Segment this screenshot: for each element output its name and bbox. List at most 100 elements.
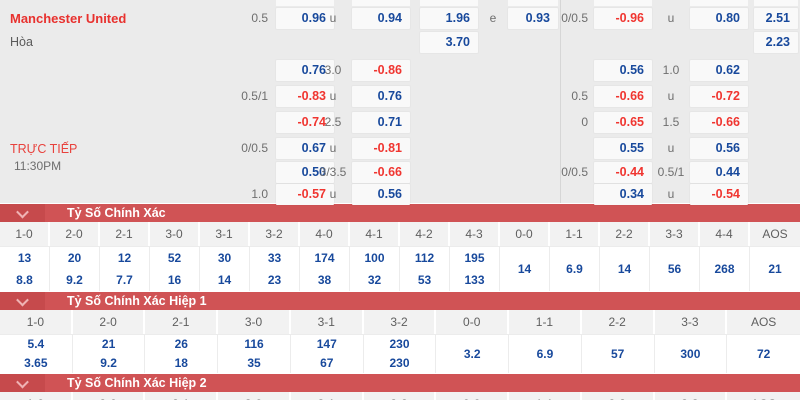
handicap-label: 0.5/1 <box>241 89 268 103</box>
odds-box[interactable]: 1.96 <box>420 8 478 29</box>
score-odds-value[interactable]: 13 <box>17 251 32 265</box>
score-odds-value[interactable]: 12 <box>117 251 132 265</box>
odds-box[interactable]: -0.81 <box>352 138 410 159</box>
odds-box[interactable]: 2.23 <box>754 32 798 53</box>
score-odds-value[interactable]: 16 <box>167 273 182 287</box>
score-odds-value[interactable]: 35 <box>247 356 261 370</box>
handicap-label: 3/3.5 <box>319 165 347 179</box>
odds-box[interactable]: 0.71 <box>352 112 410 133</box>
score-odds-value[interactable]: 300 <box>680 346 701 361</box>
score-odds-value[interactable]: 147 <box>316 337 337 351</box>
odds-box[interactable]: -0.65 <box>594 112 652 133</box>
score-column-header: 4-1 <box>350 222 400 246</box>
score-column-header: AOS <box>727 310 800 334</box>
score-odds-value[interactable]: 67 <box>320 356 334 370</box>
odds-box[interactable]: 0.56 <box>352 184 410 205</box>
score-odds-value[interactable]: 52 <box>167 251 182 265</box>
score-odds-value[interactable]: 53 <box>417 273 432 287</box>
odds-box[interactable]: 0.55 <box>594 138 652 159</box>
score-odds-value[interactable]: 21 <box>101 337 116 351</box>
section-header-bar[interactable]: Tỷ Số Chính Xác Hiệp 1 <box>0 292 800 310</box>
score-odds-value[interactable]: 20 <box>67 251 82 265</box>
odds-box[interactable]: -0.66 <box>352 162 410 183</box>
score-odds-value[interactable]: 174 <box>314 251 335 265</box>
score-odds-value[interactable]: 38 <box>317 273 332 287</box>
collapse-chevron-icon[interactable] <box>0 204 45 222</box>
odds-box[interactable]: -0.83 <box>276 86 334 107</box>
section-header-bar[interactable]: Tỷ Số Chính Xác Hiệp 2 <box>0 374 800 392</box>
score-odds-value[interactable]: 26 <box>174 337 188 351</box>
score-odds-value[interactable]: 133 <box>464 273 485 287</box>
score-odds-value[interactable]: 5.4 <box>27 337 45 351</box>
score-odds-value[interactable]: 14 <box>517 262 532 276</box>
section-title: Tỷ Số Chính Xác Hiệp 1 <box>67 294 207 308</box>
odds-box[interactable]: -0.54 <box>690 184 748 205</box>
odds-box[interactable]: 0.67 <box>276 138 334 159</box>
odds-box[interactable]: 0.93 <box>508 8 558 29</box>
odds-box[interactable]: -0.66 <box>594 86 652 107</box>
score-odds-value[interactable]: 230 <box>389 337 410 351</box>
score-odds-row: 13 8.8 20 9.2 12 7.7 52 16 30 14 33 23 174 38 100 32 112… <box>0 247 800 291</box>
score-odds-value[interactable]: 6.9 <box>566 262 583 276</box>
score-odds-value[interactable]: 18 <box>174 356 188 370</box>
score-column-header: 4-2 <box>400 222 450 246</box>
odds-box[interactable]: -0.44 <box>594 162 652 183</box>
score-odds-column: 14 <box>500 247 550 291</box>
score-odds-value[interactable]: 116 <box>244 337 264 351</box>
handicap-label: 0.5/1 <box>657 165 685 179</box>
odds-box[interactable]: 0.96 <box>276 8 334 29</box>
score-odds-value[interactable]: 6.9 <box>536 346 554 361</box>
score-odds-column: 56 <box>650 247 700 291</box>
score-odds-value[interactable]: 9.2 <box>100 356 117 370</box>
score-odds-value[interactable]: 32 <box>367 273 382 287</box>
odds-box[interactable]: 0.94 <box>352 8 410 29</box>
odds-box[interactable]: -0.72 <box>690 86 748 107</box>
score-odds-value[interactable]: 3.2 <box>463 346 481 361</box>
odds-box[interactable]: -0.57 <box>276 184 334 205</box>
odds-box[interactable]: 3.70 <box>420 32 478 53</box>
score-odds-value[interactable]: 30 <box>217 251 232 265</box>
score-column-header: 2-1 <box>145 392 219 400</box>
score-odds-column: 116 35 <box>218 335 291 373</box>
score-odds-value[interactable]: 21 <box>768 262 782 276</box>
score-odds-value[interactable]: 14 <box>617 262 632 276</box>
score-odds-value[interactable]: 100 <box>364 251 385 265</box>
odds-box[interactable]: -0.96 <box>594 8 652 29</box>
odds-box-partial <box>508 0 558 6</box>
score-odds-value[interactable]: 56 <box>667 262 682 276</box>
odds-box[interactable]: 0.44 <box>690 162 748 183</box>
odds-box[interactable]: -0.86 <box>352 60 410 81</box>
odds-box[interactable]: 0.56 <box>690 138 748 159</box>
score-odds-value[interactable]: 3.65 <box>24 356 48 370</box>
score-odds-value[interactable]: 14 <box>217 273 232 287</box>
score-odds-value[interactable]: 195 <box>464 251 485 265</box>
score-odds-value[interactable]: 23 <box>267 273 282 287</box>
odds-box[interactable]: 0.56 <box>594 60 652 81</box>
collapse-chevron-icon[interactable] <box>0 374 45 392</box>
score-odds-value[interactable]: 268 <box>714 262 735 276</box>
score-column-header: 4-4 <box>700 222 750 246</box>
odds-box[interactable]: 2.51 <box>754 8 798 29</box>
odds-box[interactable]: 0.34 <box>594 184 652 205</box>
score-odds-value[interactable]: 9.2 <box>66 273 83 287</box>
section-header-bar[interactable]: Tỷ Số Chính Xác <box>0 204 800 222</box>
odds-box[interactable]: 0.76 <box>352 86 410 107</box>
handicap-label: 0.5 <box>251 11 268 25</box>
collapse-chevron-icon[interactable] <box>0 292 45 310</box>
odds-box[interactable]: -0.66 <box>690 112 748 133</box>
score-odds-value[interactable]: 112 <box>414 251 435 265</box>
odds-box[interactable]: -0.74 <box>276 112 334 133</box>
score-column-header: 3-1 <box>200 222 250 246</box>
score-odds-value[interactable]: 230 <box>389 356 410 370</box>
score-odds-value[interactable]: 72 <box>756 346 771 361</box>
odds-box[interactable]: 0.76 <box>276 60 334 81</box>
odds-box[interactable]: 0.62 <box>690 60 748 81</box>
score-odds-value[interactable]: 8.8 <box>16 273 33 287</box>
score-odds-value[interactable]: 33 <box>267 251 282 265</box>
odds-box[interactable]: 0.80 <box>690 8 748 29</box>
score-odds-value[interactable]: 57 <box>610 346 625 361</box>
score-column-header: 1-0 <box>0 222 50 246</box>
draw-label: Hòa <box>10 35 33 49</box>
odds-box[interactable]: 0.50 <box>276 162 334 183</box>
score-odds-value[interactable]: 7.7 <box>116 273 133 287</box>
